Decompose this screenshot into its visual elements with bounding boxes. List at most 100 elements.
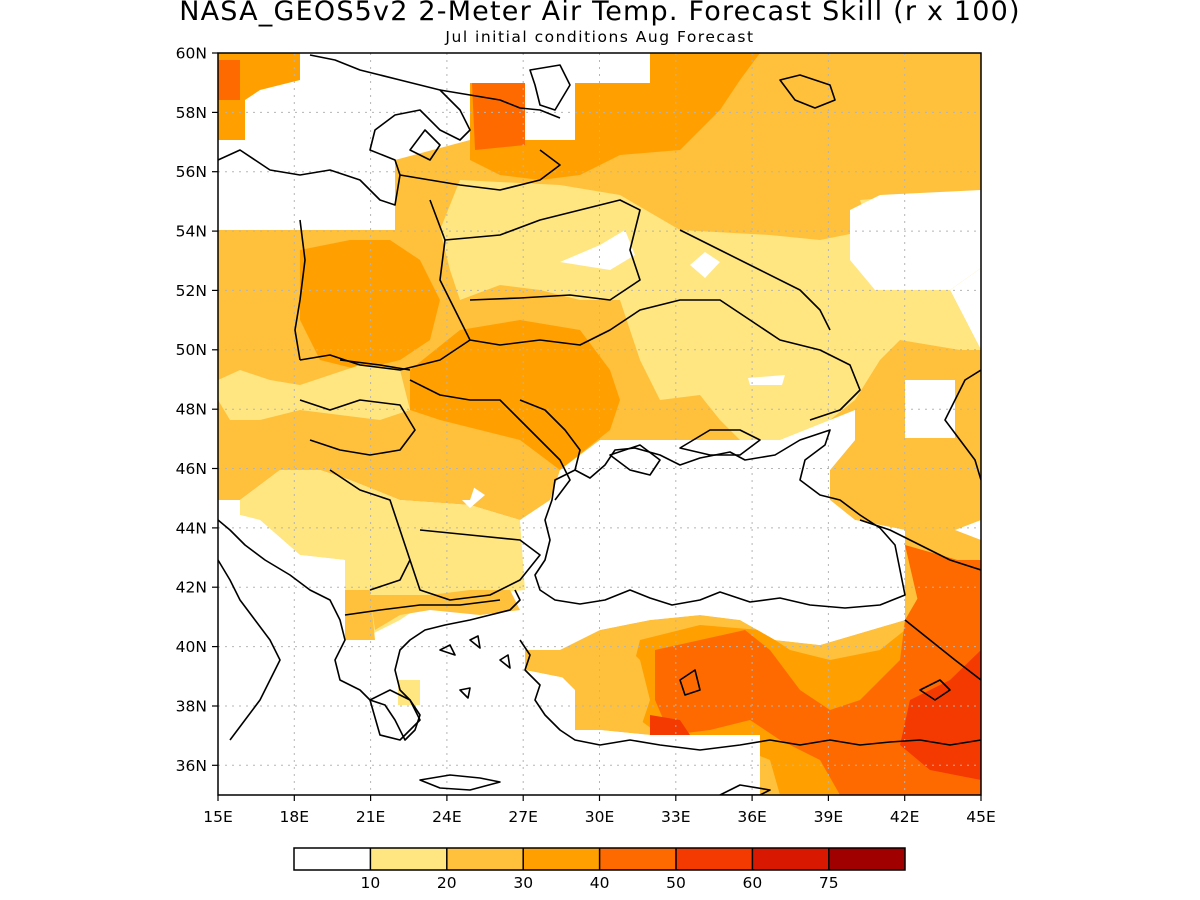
cyprus: [719, 784, 771, 795]
y-tick-label: 54N: [176, 223, 207, 241]
contour-10-20-turkey-west: [525, 640, 650, 730]
legend-swatch: [599, 848, 676, 870]
legend-label: 60: [743, 874, 763, 892]
blank-area-ukraine: [748, 375, 785, 385]
x-tick-label: 36E: [737, 808, 767, 826]
y-tick-label: 50N: [176, 341, 207, 359]
peloponnese: [369, 689, 421, 741]
y-tick-label: 48N: [176, 401, 207, 419]
contour-50-60-south: [650, 715, 690, 735]
contour-20-30-crete-west: [398, 680, 420, 705]
x-tick-label: 45E: [966, 808, 996, 826]
contour-40-50-baltic: [472, 83, 525, 150]
y-tick-label: 36N: [176, 757, 207, 775]
contour-30-40-poland: [300, 240, 440, 370]
y-tick-label: 44N: [176, 519, 207, 537]
legend-label: 30: [513, 874, 533, 892]
border-greece: [344, 599, 501, 616]
baltic-coast: [218, 54, 471, 206]
black-sea-no-data: [520, 420, 905, 645]
blank-area-belarus: [560, 230, 635, 270]
legend-label: 20: [437, 874, 457, 892]
border-russia-ukraine: [679, 229, 831, 331]
y-tick-label: 60N: [176, 45, 207, 63]
border-turkey-east: [904, 619, 981, 681]
italy-coast: [218, 559, 281, 741]
x-tick-label: 18E: [280, 808, 310, 826]
border-serbia: [329, 469, 411, 591]
chart-title: NASA_GEOS5v2 2-Meter Air Temp. Forecast …: [179, 0, 1021, 27]
crimea-coast: [609, 444, 661, 476]
lake-onega: [779, 74, 836, 109]
border-belarus: [444, 199, 641, 301]
border-poland-west: [294, 219, 306, 361]
contour-20-30-hungary: [380, 430, 480, 500]
y-tick-label: 56N: [176, 163, 207, 181]
aegean-no-data: [218, 500, 760, 795]
aegean-coast-turkey: [519, 639, 981, 751]
border-caucasus: [859, 519, 981, 571]
blank-area-volga: [905, 380, 955, 438]
contour-30-40-north: [470, 53, 760, 180]
legend-swatch: [523, 848, 600, 870]
blank-area-russia: [690, 252, 720, 278]
y-tick-label: 46N: [176, 460, 207, 478]
legend-label: 40: [590, 874, 610, 892]
border-ukraine: [469, 299, 861, 421]
x-tick-label: 21E: [356, 808, 386, 826]
border-slovakia: [339, 359, 411, 371]
legend-swatch: [752, 848, 829, 870]
legend-label: 10: [361, 874, 381, 892]
y-tick-label: 52N: [176, 282, 207, 300]
contour-40-50-turkey: [655, 560, 981, 795]
gulf-of-riga: [409, 129, 441, 161]
x-tick-label: 33E: [661, 808, 691, 826]
black-sea-coast: [534, 429, 906, 609]
contour-10-20-belarus-ukraine: [440, 180, 981, 440]
border-moldova: [519, 399, 581, 471]
y-tick-label: 42N: [176, 579, 207, 597]
legend-label: 75: [819, 874, 839, 892]
y-axis-labels: 36N 38N 40N 42N 44N 46N 48N 50N 52N 54N …: [176, 45, 207, 776]
turkey-lakes: [679, 669, 701, 696]
x-tick-label: 30E: [585, 808, 615, 826]
caspian-coast: [944, 369, 981, 481]
chart-subtitle: Jul initial conditions Aug Forecast: [445, 28, 755, 46]
lake-ladoga: [529, 64, 571, 111]
legend-swatch: [676, 848, 753, 870]
greek-islands: [439, 635, 511, 699]
legend-swatch: [294, 848, 371, 870]
azov-coast: [679, 429, 761, 456]
coastlines-and-borders: [218, 54, 981, 795]
grid-lines: [218, 53, 981, 795]
contour-20-30-austria: [218, 365, 410, 420]
blank-area-east: [850, 190, 981, 290]
color-legend: 10 20 30 40 50 60 75: [293, 847, 906, 892]
contour-20-30-bulgaria-south: [370, 590, 520, 630]
lake-van: [919, 679, 951, 701]
y-tick-label: 38N: [176, 698, 207, 716]
y-tick-label: 40N: [176, 638, 207, 656]
adriatic-coast: [218, 519, 521, 741]
border-lithuania: [399, 149, 561, 191]
axis-ticks: [212, 52, 982, 801]
crete: [419, 774, 501, 791]
x-tick-label: 27E: [508, 808, 538, 826]
border-hungary: [299, 399, 416, 456]
x-axis-labels: 15E 18E 21E 24E 27E 30E 33E 36E 39E 42E …: [203, 808, 996, 826]
x-tick-label: 39E: [814, 808, 844, 826]
contour-40-50-nw: [218, 60, 240, 100]
legend-swatch: [828, 848, 905, 870]
legend-swatch: [370, 848, 447, 870]
border-bulgaria: [409, 529, 541, 601]
contour-20-30-greece: [345, 590, 375, 640]
gulf-of-finland: [439, 89, 561, 119]
x-tick-label: 42E: [890, 808, 920, 826]
legend-label: 50: [666, 874, 686, 892]
y-tick-label: 58N: [176, 104, 207, 122]
legend-swatch: [446, 848, 524, 870]
contour-50-60-east: [900, 650, 981, 780]
skill-contours: [218, 53, 981, 795]
x-tick-label: 15E: [203, 808, 233, 826]
